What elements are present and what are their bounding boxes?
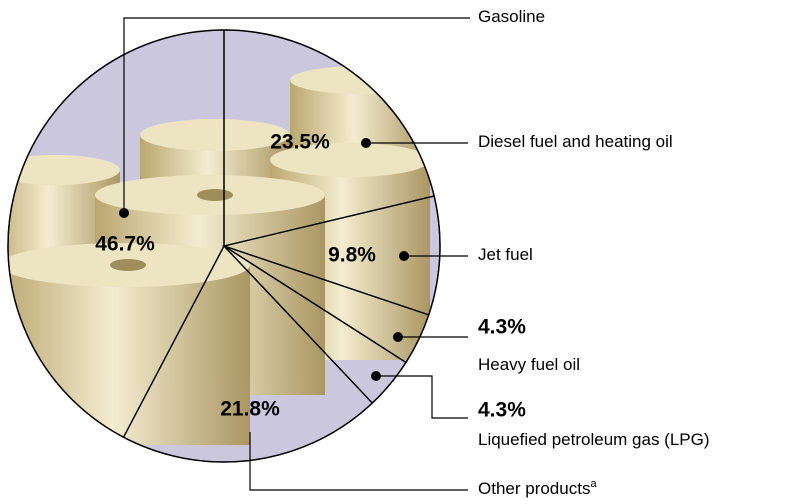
leader-line xyxy=(123,17,470,213)
category-name: Gasoline xyxy=(478,7,545,26)
category-label: Other productsa xyxy=(478,478,597,499)
category-label: Liquefied petroleum gas (LPG) xyxy=(478,430,710,449)
category-name: Diesel fuel and heating oil xyxy=(478,132,673,151)
leader-dot xyxy=(361,138,371,148)
category-label: Diesel fuel and heating oil xyxy=(478,132,673,151)
category-name: Liquefied petroleum gas (LPG) xyxy=(478,430,710,449)
pie-slice xyxy=(7,29,225,439)
footnote-marker: a xyxy=(590,478,597,490)
category-name: Jet fuel xyxy=(478,245,533,264)
value-label: 4.3% xyxy=(478,316,526,339)
value-label: 23.5% xyxy=(270,131,330,154)
pie-slice xyxy=(223,29,435,247)
category-label: Heavy fuel oil xyxy=(478,355,580,374)
value-label: 4.3% xyxy=(478,399,526,422)
category-name: Heavy fuel oil xyxy=(478,355,580,374)
value-label: 9.8% xyxy=(328,244,376,267)
leader-line xyxy=(249,432,468,491)
leader-dot xyxy=(399,251,409,261)
category-label: Jet fuel xyxy=(478,245,533,264)
value-label: 21.8% xyxy=(220,398,280,421)
leader-dot xyxy=(393,332,403,342)
leader-dot xyxy=(119,208,129,218)
leader-line xyxy=(376,375,468,419)
category-name: Other products xyxy=(478,479,590,498)
value-label: 46.7% xyxy=(95,233,155,256)
pie-slice xyxy=(122,244,374,463)
leader-dot xyxy=(371,371,381,381)
category-label: Gasoline xyxy=(478,7,545,26)
